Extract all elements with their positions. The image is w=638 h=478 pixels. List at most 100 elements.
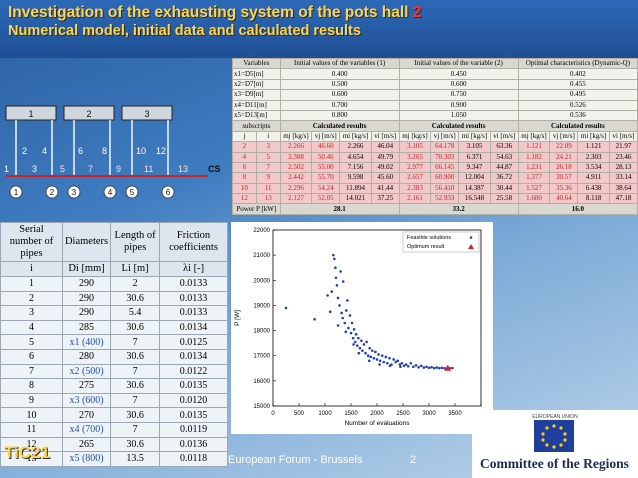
pipe-row: 3 290 5.4 0.0133 bbox=[0, 305, 228, 321]
x-tick-label: 3500 bbox=[448, 411, 462, 417]
feasible-point bbox=[360, 339, 363, 342]
feasible-point bbox=[330, 290, 334, 293]
branch-label-12: 12 bbox=[156, 146, 166, 156]
feasible-point bbox=[343, 321, 347, 325]
x-tick-label: 2000 bbox=[370, 411, 384, 417]
col-length: Length of pipes bbox=[110, 222, 161, 262]
feasible-point bbox=[336, 296, 340, 300]
feasible-point bbox=[419, 364, 423, 368]
feasible-point bbox=[369, 355, 373, 359]
pipe-cell: 30.6 bbox=[110, 290, 161, 307]
results-cell: 2.266 bbox=[279, 141, 313, 153]
feasible-point bbox=[402, 364, 406, 368]
feasible-point bbox=[313, 317, 316, 321]
title-bar bbox=[0, 0, 638, 58]
results-row: j i mj [kg/s] vj [m/s] mi [kg/s] vi [m/s] mj [… bbox=[232, 130, 638, 143]
legend-optimum-label: Optimum result bbox=[407, 244, 445, 250]
pipe-row: 2 290 30.6 0.0133 bbox=[0, 290, 228, 307]
results-cell: 9 bbox=[255, 172, 281, 184]
feasible-point bbox=[365, 340, 368, 344]
results-cell: 1.231 bbox=[517, 161, 551, 174]
results-cell: 45.60 bbox=[370, 172, 400, 184]
results-cell: 22.09 bbox=[549, 141, 579, 153]
results-cell: 33.14 bbox=[609, 172, 638, 184]
results-cell: 38.64 bbox=[609, 182, 638, 195]
results-cell: 28.1 bbox=[279, 203, 400, 215]
pipe-cell: 7 bbox=[110, 421, 161, 438]
node-5: 5 bbox=[130, 188, 135, 197]
pipe-label-3: 3 bbox=[32, 164, 37, 174]
results-cell: 55.00 bbox=[311, 161, 341, 174]
footer-page-number: 2 bbox=[410, 454, 417, 466]
results-cell: vi [m/s] bbox=[370, 130, 400, 143]
results-cell: 66.145 bbox=[430, 161, 460, 174]
pipe-cell: 30.6 bbox=[110, 436, 161, 453]
feasible-point bbox=[347, 326, 350, 330]
col-diameter: Diameters bbox=[61, 222, 112, 262]
slide-title: Investigation of the exhausting system o… bbox=[8, 4, 421, 22]
eu-label: EUROPEAN UNION bbox=[532, 414, 578, 420]
feasible-point bbox=[335, 284, 339, 287]
pipe-cell: x5 (800) bbox=[61, 451, 112, 467]
pipe-cell: x4 (700) bbox=[61, 421, 112, 438]
pipe-cell: 7 bbox=[110, 334, 161, 350]
results-cell: 0.402 bbox=[517, 68, 638, 80]
results-cell: 0.495 bbox=[517, 89, 638, 101]
feasible-point bbox=[333, 257, 336, 261]
pipe-cell: 13.5 bbox=[110, 451, 161, 467]
branch-label-8: 8 bbox=[102, 146, 107, 156]
feasible-point bbox=[377, 353, 380, 356]
pipe-cell: 0.0120 bbox=[159, 392, 228, 409]
node-2: 2 bbox=[50, 188, 55, 197]
legend-feasible-label: Feasible solutions bbox=[407, 235, 451, 241]
feasible-point bbox=[355, 344, 359, 347]
results-cell: 1.050 bbox=[398, 109, 519, 122]
pipe-cell: 0.0133 bbox=[159, 276, 228, 292]
results-cell: 3.105 bbox=[398, 141, 432, 153]
pipe-cell: 30.6 bbox=[110, 378, 161, 394]
feasible-point bbox=[334, 266, 337, 270]
results-cell: 64.178 bbox=[430, 141, 460, 153]
feasible-point bbox=[427, 366, 431, 370]
results-row: 8 9 2.442 55.70 9.598 45.60 2.657 60.900 12.004 3… bbox=[232, 172, 638, 184]
feasible-point bbox=[375, 358, 379, 361]
pipe-cell: 5.4 bbox=[110, 305, 161, 321]
pipe-cell: 0.0133 bbox=[159, 290, 228, 307]
pipe-cell: 285 bbox=[61, 319, 112, 336]
results-row: 12 13 2.127 52.05 14.021 37.25 2.161 52.933 16.5… bbox=[232, 193, 638, 205]
feasible-point bbox=[384, 355, 388, 359]
pipe-cell: x1 (400) bbox=[61, 334, 112, 350]
results-cell: 1.121 bbox=[517, 141, 551, 153]
results-cell: 1.121 bbox=[577, 141, 611, 153]
pipe-cell: 265 bbox=[61, 436, 112, 453]
results-cell: 0.900 bbox=[398, 99, 519, 111]
results-cell: 2.127 bbox=[279, 193, 313, 205]
results-cell: 55.70 bbox=[311, 172, 341, 184]
results-cell: 49.02 bbox=[370, 161, 400, 174]
pipe-row: 8 275 30.6 0.0135 bbox=[0, 378, 228, 394]
results-cell: 26.18 bbox=[549, 161, 579, 174]
results-row: subscripts Calculated results Calculated r… bbox=[232, 120, 638, 132]
results-cell: 1.680 bbox=[517, 193, 551, 205]
feasible-point bbox=[380, 354, 384, 358]
results-cell: x3=D9[m] bbox=[232, 89, 281, 101]
results-table: Variables Initial values of the variables… bbox=[232, 57, 638, 215]
feasible-point bbox=[345, 309, 348, 312]
results-cell: Calculated results bbox=[398, 120, 519, 132]
branch-label-4: 4 bbox=[42, 146, 47, 156]
results-cell: vj [m/s] bbox=[430, 130, 460, 143]
feasible-point bbox=[353, 340, 357, 344]
results-cell: 13 bbox=[255, 193, 281, 205]
pipe-cell: 0.0134 bbox=[159, 319, 228, 336]
results-cell: 2.161 bbox=[398, 193, 432, 205]
results-row: 4 5 2.388 50.46 4.654 49.79 3.265 70.303 6.371 54… bbox=[232, 151, 638, 163]
results-cell: 0.536 bbox=[517, 109, 638, 122]
feasible-point bbox=[352, 328, 356, 331]
legend-box bbox=[402, 231, 480, 253]
feasible-point bbox=[352, 343, 355, 346]
pipe-cell: 290 bbox=[61, 290, 112, 307]
results-cell: 0.700 bbox=[279, 99, 400, 111]
feasible-point bbox=[362, 343, 366, 346]
results-cell: 11 bbox=[255, 182, 281, 195]
feasible-point bbox=[350, 321, 354, 325]
